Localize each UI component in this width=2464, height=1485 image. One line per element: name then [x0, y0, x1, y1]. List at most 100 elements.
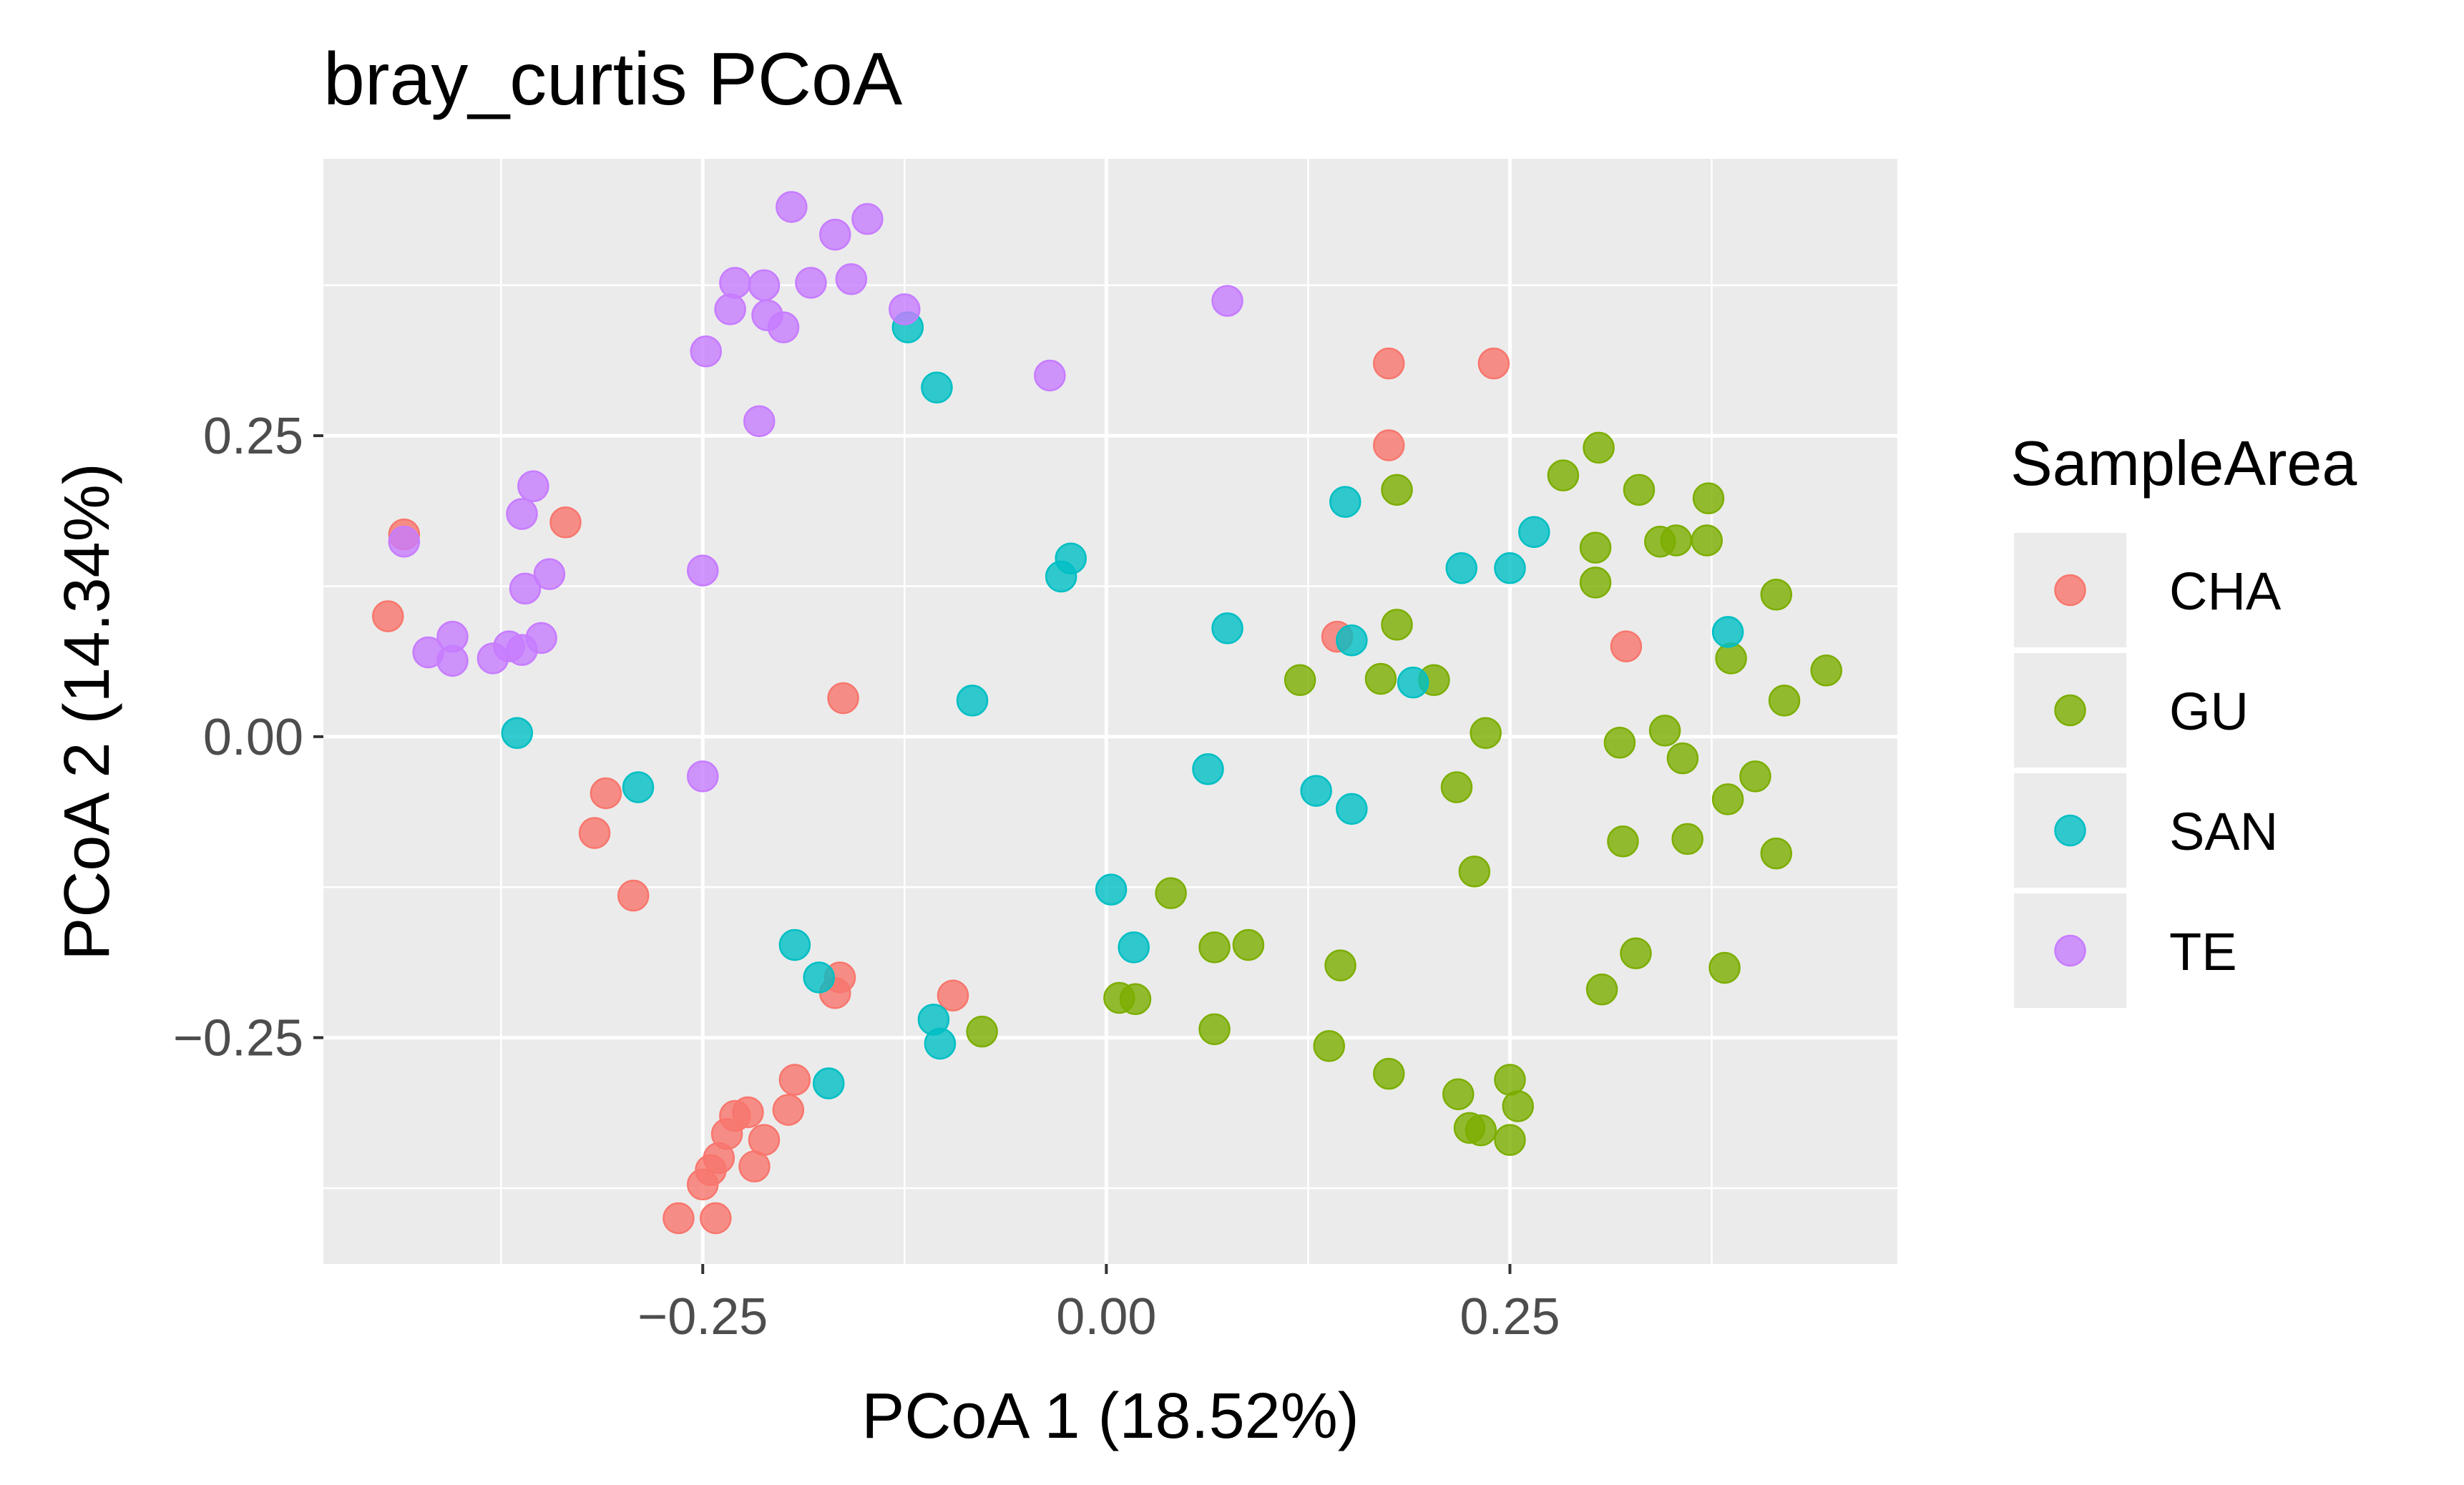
- major-gridlines: [323, 159, 1897, 1264]
- point-te: [767, 311, 800, 343]
- point-te: [819, 218, 851, 251]
- point-te: [509, 572, 542, 605]
- point-san: [1192, 753, 1224, 785]
- point-gu: [1442, 1078, 1475, 1110]
- point-cha: [937, 979, 969, 1011]
- point-gu: [1579, 531, 1612, 564]
- point-cha: [372, 600, 404, 632]
- point-gu: [1760, 837, 1793, 870]
- chart-title: bray_curtis PCoA: [323, 38, 903, 121]
- point-te: [1034, 359, 1066, 392]
- point-gu: [1364, 662, 1397, 695]
- legend-title: SampleArea: [2010, 428, 2357, 499]
- point-gu: [1465, 1114, 1497, 1147]
- series-te: [388, 191, 1243, 793]
- legend-swatch: [2054, 814, 2086, 847]
- point-cha: [748, 1124, 781, 1156]
- point-gu: [1711, 783, 1744, 815]
- point-gu: [1232, 928, 1265, 961]
- point-gu: [1372, 1057, 1405, 1090]
- point-san: [622, 771, 655, 803]
- y-tick-label: 0.25: [203, 408, 303, 465]
- point-san: [1518, 516, 1550, 548]
- point-te: [835, 263, 868, 295]
- legend-swatch: [2054, 574, 2086, 607]
- point-te: [851, 202, 884, 235]
- point-gu: [1119, 983, 1152, 1015]
- point-gu: [1381, 609, 1413, 641]
- point-gu: [1198, 931, 1231, 964]
- point-gu: [1739, 760, 1771, 793]
- legend-label: TE: [2169, 922, 2237, 981]
- point-te: [714, 293, 746, 325]
- point-te: [743, 405, 776, 438]
- point-cha: [1372, 347, 1405, 380]
- point-cha: [738, 1150, 771, 1182]
- point-san: [1095, 873, 1128, 906]
- point-san: [501, 717, 534, 750]
- point-cha: [687, 1168, 719, 1201]
- point-gu: [1760, 578, 1793, 611]
- point-gu: [1623, 474, 1656, 506]
- y-tick-label: 0.00: [203, 709, 303, 766]
- legend-items: CHA GU SAN TE: [2014, 533, 2282, 1008]
- point-gu: [1666, 742, 1699, 775]
- point-gu: [1494, 1124, 1526, 1156]
- point-gu: [1810, 655, 1842, 687]
- point-te: [525, 622, 557, 655]
- point-gu: [1691, 524, 1723, 557]
- point-te: [436, 645, 469, 677]
- legend-item-san: SAN: [2014, 773, 2278, 888]
- point-gu: [1648, 715, 1681, 747]
- point-te: [517, 470, 549, 503]
- point-san: [1397, 666, 1429, 699]
- point-san: [1045, 560, 1077, 593]
- point-te: [533, 558, 566, 590]
- point-cha: [663, 1202, 695, 1235]
- point-san: [803, 961, 835, 994]
- point-te: [690, 335, 723, 368]
- point-san: [1329, 486, 1361, 518]
- point-cha: [617, 879, 650, 912]
- point-gu: [1458, 856, 1491, 888]
- point-gu: [1470, 717, 1502, 750]
- point-gu: [1607, 825, 1639, 858]
- x-tick-label: 0.25: [1460, 1288, 1560, 1346]
- point-te: [1211, 285, 1243, 317]
- point-san: [1336, 624, 1368, 657]
- point-gu: [1313, 1030, 1345, 1062]
- point-gu: [1198, 1013, 1231, 1046]
- point-te: [889, 293, 921, 325]
- legend-item-te: TE: [2014, 893, 2237, 1008]
- point-gu: [1440, 771, 1473, 803]
- point-san: [1445, 552, 1478, 584]
- point-san: [1494, 552, 1526, 584]
- point-cha: [549, 506, 582, 539]
- point-te: [506, 498, 538, 530]
- point-san: [1300, 775, 1332, 807]
- point-gu: [1579, 567, 1612, 599]
- legend-item-cha: CHA: [2014, 533, 2282, 647]
- legend-item-gu: GU: [2014, 653, 2249, 768]
- point-gu: [1768, 685, 1801, 717]
- series-gu: [966, 431, 1842, 1156]
- point-gu: [1708, 951, 1741, 984]
- x-tick-label: 0.00: [1056, 1288, 1156, 1346]
- point-gu: [1284, 664, 1316, 696]
- y-axis-ticks: −0.25 0.00 0.25: [173, 408, 323, 1067]
- point-cha: [590, 777, 622, 810]
- point-gu: [966, 1015, 998, 1048]
- point-gu: [1494, 1064, 1526, 1096]
- point-cha: [700, 1202, 732, 1235]
- series-san: [501, 311, 1744, 1099]
- point-san: [956, 685, 989, 717]
- x-axis-title: PCoA 1 (18.52%): [861, 1381, 1359, 1452]
- point-cha: [778, 1064, 811, 1096]
- legend-label: CHA: [2169, 562, 2282, 621]
- legend-label: SAN: [2169, 802, 2278, 861]
- point-gu: [1502, 1090, 1534, 1122]
- point-te: [476, 642, 509, 675]
- point-san: [1336, 793, 1368, 825]
- point-san: [924, 1027, 957, 1060]
- legend-swatch: [2054, 934, 2086, 967]
